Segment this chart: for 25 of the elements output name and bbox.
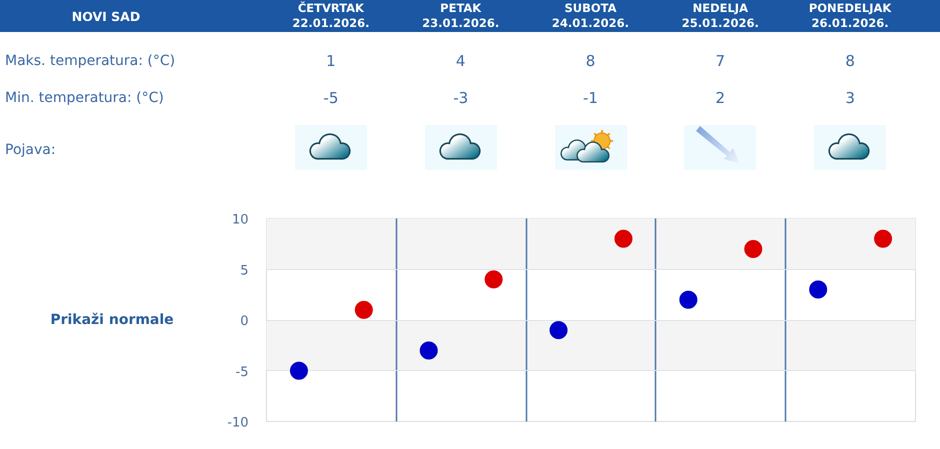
text: Pojava: bbox=[5, 141, 57, 160]
y-tick-label: 5 bbox=[240, 263, 249, 278]
text: Maks. temperatura: (°C) bbox=[5, 52, 176, 71]
y-tick-label: -5 bbox=[236, 364, 249, 380]
data-label: -1 bbox=[582, 88, 599, 108]
data-label: 4 bbox=[454, 51, 466, 71]
text: Prikaži normale bbox=[49, 311, 175, 330]
text: PONEDELJAK 26.01.2026. bbox=[808, 1, 892, 31]
text: NEDELJA 25.01.2026. bbox=[680, 1, 760, 31]
text: SUBOTA 24.01.2026. bbox=[550, 1, 630, 31]
text: PETAK 23.01.2026. bbox=[421, 1, 500, 31]
data-label: 1 bbox=[325, 51, 337, 71]
y-tick-label: -10 bbox=[227, 416, 248, 430]
data-label: 8 bbox=[584, 51, 596, 71]
data-label: 7 bbox=[714, 51, 726, 71]
text: NOVI SAD bbox=[70, 8, 142, 26]
text: ČETVRTAK 22.01.2026. bbox=[291, 1, 370, 31]
y-tick-label: 0 bbox=[240, 314, 249, 329]
data-label: 2 bbox=[714, 88, 726, 108]
y-tick-label: 10 bbox=[232, 212, 249, 228]
data-label: -3 bbox=[452, 88, 470, 108]
data-label: 3 bbox=[844, 88, 856, 108]
data-label: -5 bbox=[322, 88, 340, 108]
text: Min. temperatura: (°C) bbox=[5, 89, 165, 108]
data-label: 8 bbox=[844, 51, 856, 71]
